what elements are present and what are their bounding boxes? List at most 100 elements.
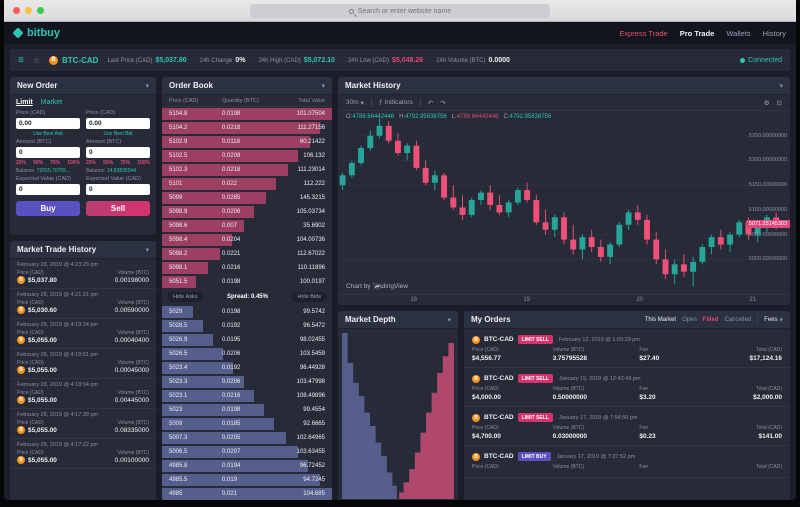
order-total: 106.132 [303, 153, 325, 159]
nav-wallets[interactable]: Wallets [726, 28, 751, 38]
filters-divider [757, 315, 759, 324]
order-book-row[interactable]: 5098.4 0.0204 104.00736 [162, 233, 332, 247]
order-book-row[interactable]: 5099 0.0285 145.3215 [162, 191, 332, 205]
zoom-window-button[interactable] [37, 7, 44, 14]
my-order-row[interactable]: B BTC-CAD LIMIT SELL January 17, 2019 @ … [464, 407, 790, 446]
order-book-row[interactable]: 5028.5 0.0192 96.5472 [162, 319, 332, 333]
order-book-row[interactable]: 5051.5 0.0198 100.0197 [162, 275, 332, 289]
order-book-row[interactable]: 5098.6 0.007 35.6902 [162, 219, 332, 233]
depth-chart[interactable] [338, 329, 458, 500]
order-book-row[interactable]: 4985.8 0.0194 96.72452 [162, 459, 332, 473]
percent-button[interactable]: 75% [50, 160, 61, 166]
filter-filled[interactable]: Filled [702, 316, 719, 323]
tab-market[interactable]: Market [40, 99, 63, 106]
order-book-row[interactable]: 5029 0.0198 99.5742 [162, 305, 332, 319]
redo-icon[interactable]: ↷ [440, 99, 446, 107]
order-book-row[interactable]: 5102.3 0.0218 111.23014 [162, 163, 332, 177]
order-book-row[interactable]: 4985.5 0.019 94.7245 [162, 473, 332, 487]
hide-bids-button[interactable]: Hide Bids [291, 292, 327, 302]
buy-amount-input[interactable]: 0 [16, 147, 80, 158]
sell-expected-input[interactable]: 0 [86, 184, 150, 195]
ticker-stat: 24h Low (CAD) $5,048.26 [348, 57, 423, 64]
order-book-row[interactable]: 5026.9 0.0195 98.02455 [162, 333, 332, 347]
order-price: 5102.9 [169, 139, 188, 145]
nav-history[interactable]: History [762, 28, 786, 38]
my-order-row[interactable]: B BTC-CAD LIMIT SELL January 19, 2019 @ … [464, 368, 790, 407]
order-book-row[interactable]: 5104.2 0.0218 111.27156 [162, 121, 332, 135]
use-best-bid-link[interactable]: Use Best Bid [103, 131, 133, 137]
sell-button[interactable]: Sell [86, 201, 150, 216]
order-book-row[interactable]: 5098.1 0.0216 110.11896 [162, 261, 332, 275]
close-window-button[interactable] [13, 7, 20, 14]
tab-limit[interactable]: Limit [16, 99, 33, 106]
order-book-row[interactable]: 5006.5 0.0207 103.63455 [162, 445, 332, 459]
hide-asks-button[interactable]: Hide Asks [167, 292, 204, 302]
depth-bar [162, 306, 193, 318]
price-label: Price (CAD) [472, 347, 499, 353]
market-menu-icon[interactable]: ≡ [18, 54, 24, 66]
order-book-row[interactable]: 5101 0.022 112.222 [162, 177, 332, 191]
chevron-down-icon[interactable]: ▾ [447, 316, 451, 324]
trade-volume: 0.00445000 [114, 396, 149, 404]
my-order-row[interactable]: B BTC-CAD LIMIT SELL February 12, 2019 @… [464, 329, 790, 368]
connection-label: Connected [748, 56, 782, 64]
minimize-window-button[interactable] [25, 7, 32, 14]
order-book-row[interactable]: 5098.9 0.0206 105.03734 [162, 205, 332, 219]
order-total: 104.00736 [296, 237, 325, 243]
percent-button[interactable]: 75% [120, 160, 131, 166]
buy-price-input[interactable]: 0.00 [16, 118, 80, 129]
fees-dropdown[interactable]: Fees ▾ [764, 316, 783, 324]
percent-button[interactable]: 25% [16, 160, 27, 166]
order-book-row[interactable]: 5104.8 0.0198 101.07504 [162, 107, 332, 121]
use-best-ask-link[interactable]: Use Best Ask [33, 131, 63, 137]
tradingview-attribution[interactable]: Chart by TradingView [346, 283, 409, 290]
chevron-down-icon[interactable]: ▾ [779, 82, 783, 90]
candlestick-chart[interactable]: O:4788.66442446 H:4792.95838756 L:4788.6… [338, 111, 790, 294]
fullscreen-icon[interactable]: ⊡ [776, 99, 782, 107]
percent-button[interactable]: 50% [33, 160, 44, 166]
percent-button[interactable]: 25% [86, 160, 97, 166]
favorite-star-icon[interactable]: ☆ [32, 55, 41, 65]
order-book-row[interactable]: 5007.3 0.0205 102.64965 [162, 431, 332, 445]
timeframe-dropdown[interactable]: 30m ▾ [346, 99, 364, 107]
toolbar-divider [370, 98, 372, 107]
pair-selector[interactable]: B BTC-CAD [49, 55, 98, 65]
bids-list: 5029 0.0198 99.5742 5028.5 0.0192 96.547… [162, 305, 332, 500]
order-book-row[interactable]: 5023.3 0.0206 103.47998 [162, 375, 332, 389]
order-book-row[interactable]: 4985 0.021 104.685 [162, 487, 332, 500]
order-book-row[interactable]: 5023 0.0198 99.4554 [162, 403, 332, 417]
filter-open[interactable]: Open [682, 316, 697, 323]
percent-button[interactable]: 100% [67, 160, 80, 166]
chevron-down-icon[interactable]: ▾ [321, 82, 325, 90]
order-book-row[interactable]: 5098.2 0.0221 112.67022 [162, 247, 332, 261]
indicators-button[interactable]: ƒ Indicators [378, 99, 413, 106]
order-quantity: 0.0185 [222, 421, 241, 427]
order-book-row[interactable]: 5023.4 0.0192 96.44928 [162, 361, 332, 375]
order-book-row[interactable]: 5023.1 0.0216 108.49896 [162, 389, 332, 403]
sell-amount-input[interactable]: 0 [86, 147, 150, 158]
buy-expected-input[interactable]: 0 [16, 184, 80, 195]
my-order-row[interactable]: B BTC-CAD LIMIT BUY January 17, 2019 @ 7… [464, 446, 790, 478]
sell-price-input[interactable]: 0.00 [86, 118, 150, 129]
percent-button[interactable]: 100% [137, 160, 150, 166]
order-book-row[interactable]: 5102.5 0.0208 106.132 [162, 149, 332, 163]
order-total: 105.03734 [296, 209, 325, 215]
filter-this-market[interactable]: This Market [644, 316, 677, 323]
chevron-down-icon[interactable]: ▾ [145, 246, 149, 254]
buy-button[interactable]: Buy [16, 201, 80, 216]
browser-address-bar[interactable]: Search or enter website name [250, 4, 550, 18]
order-quantity: 0.0192 [222, 323, 241, 329]
chevron-down-icon[interactable]: ▾ [145, 82, 149, 90]
nav-express-trade[interactable]: Express Trade [619, 28, 668, 38]
undo-icon[interactable]: ↶ [427, 99, 434, 107]
percent-button[interactable]: 50% [103, 160, 114, 166]
order-book-row[interactable]: 5009 0.0185 92.6665 [162, 417, 332, 431]
nav-pro-trade[interactable]: Pro Trade [679, 28, 715, 38]
low-value: 4788.66442446 [456, 114, 499, 120]
order-book-row[interactable]: 5102.9 0.0118 60.21422 [162, 135, 332, 149]
filter-cancelled[interactable]: Cancelled [724, 316, 752, 323]
order-book-row[interactable]: 5026.5 0.0206 103.5459 [162, 347, 332, 361]
chart-settings-gear-icon[interactable]: ⚙ [763, 99, 770, 107]
time-axis[interactable]: 18 19 20 21 [338, 294, 790, 305]
bitbuy-logo[interactable]: bitbuy [12, 27, 60, 39]
